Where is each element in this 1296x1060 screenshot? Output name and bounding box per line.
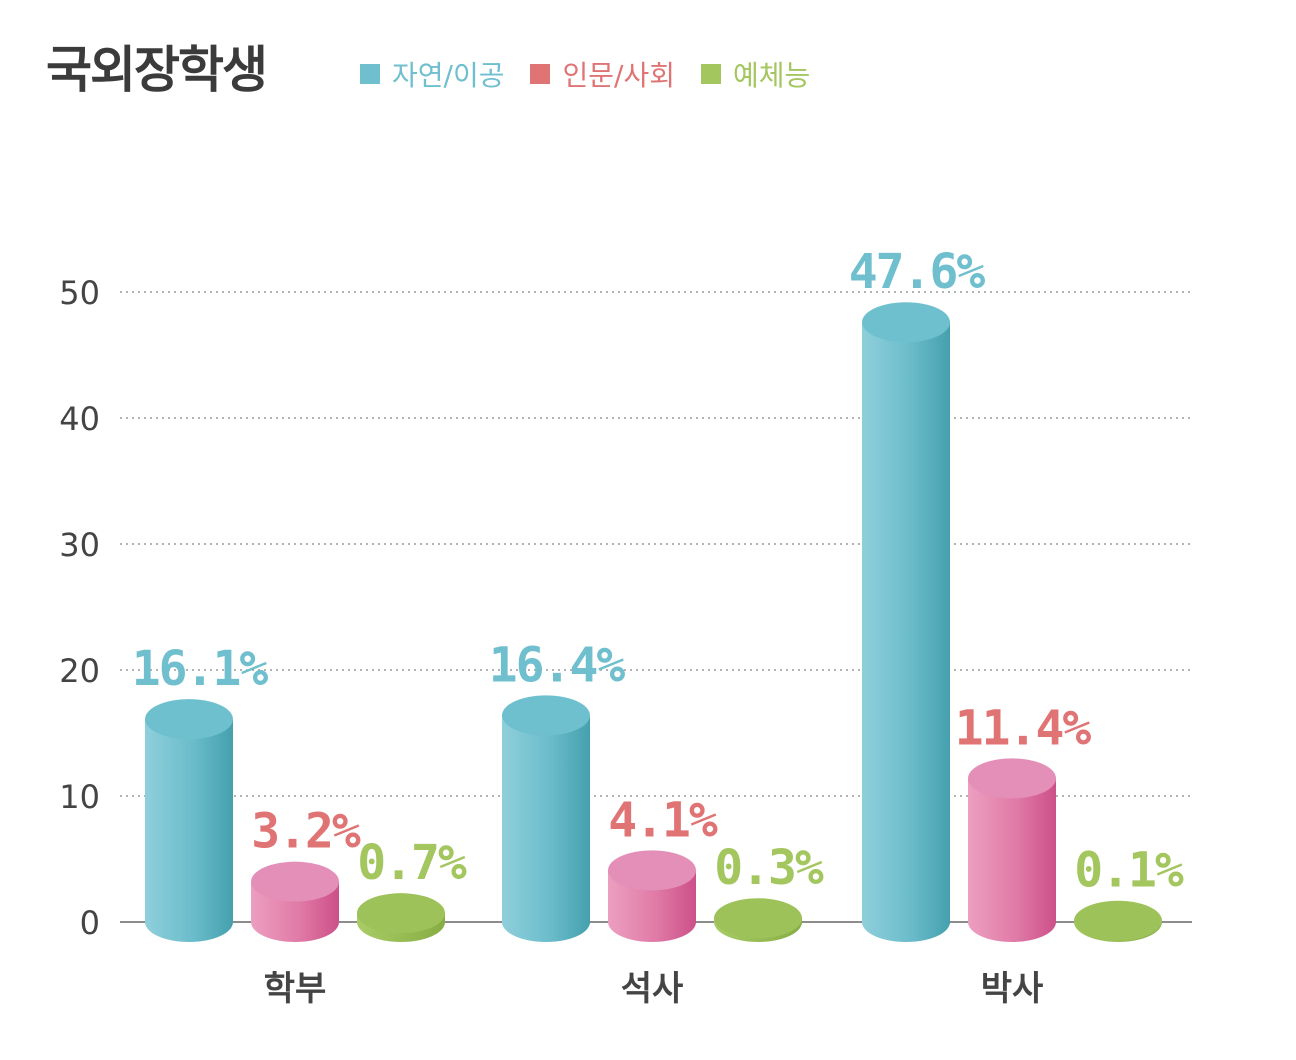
bar-top (357, 893, 445, 934)
data-label-arts-2: 0.1% (1074, 843, 1184, 899)
bar-top (145, 699, 233, 740)
x-tick-label: 박사 (981, 969, 1044, 1009)
data-label-humanities-2: 11.4% (955, 700, 1092, 756)
data-label-humanities-1: 4.1% (608, 792, 718, 848)
bar-humanities-0 (251, 861, 339, 942)
data-label-science-1: 16.4% (489, 637, 626, 693)
data-label-science-2: 47.6% (849, 244, 986, 300)
bar-top (1074, 900, 1162, 941)
bar-body (502, 715, 590, 942)
legend-item-humanities: 인문/사회 (530, 54, 675, 94)
data-label-arts-1: 0.3% (714, 840, 824, 896)
legend-label-arts: 예체능 (732, 59, 811, 92)
bar-arts-1 (714, 898, 802, 942)
bar-top (608, 850, 696, 891)
bar-science-1 (502, 695, 590, 942)
bar-arts-0 (357, 893, 445, 942)
bar-humanities-1 (608, 850, 696, 942)
legend-swatch-science (360, 64, 380, 84)
bar-top (968, 758, 1056, 799)
bar-top (251, 861, 339, 902)
legend-item-arts: 예체능 (700, 54, 811, 94)
legend-swatch-arts (700, 64, 721, 84)
data-label-science-0: 16.1% (132, 641, 269, 697)
chart-title: 국외장학생 (46, 41, 268, 99)
legend-label-humanities: 인문/사회 (562, 59, 675, 92)
bars-layer (145, 302, 1162, 942)
legend-item-science: 자연/이공 (360, 54, 504, 94)
x-tick-label: 학부 (264, 969, 327, 1009)
y-tick-label: 40 (59, 400, 100, 438)
legend-label-science: 자연/이공 (392, 59, 505, 92)
bar-top (714, 898, 802, 939)
y-axis-ticks: 0 10 20 30 40 50 (59, 274, 100, 942)
y-tick-label: 0 (80, 904, 100, 942)
bar-body (608, 870, 696, 942)
bar-body (968, 778, 1056, 942)
data-label-arts-0: 0.7% (357, 835, 467, 891)
y-tick-label: 10 (59, 778, 100, 816)
data-label-humanities-0: 3.2% (251, 804, 361, 860)
bar-body (862, 322, 950, 942)
bar-top (502, 695, 590, 736)
bar-humanities-2 (968, 758, 1056, 942)
bar-science-0 (145, 699, 233, 942)
bar-science-2 (862, 302, 950, 942)
x-axis-ticks: 학부 석사 박사 (264, 969, 1044, 1009)
x-tick-label: 석사 (621, 969, 684, 1009)
y-tick-label: 50 (59, 274, 100, 312)
data-labels-layer: 16.1% 3.2%0.7% 16.4% 4.1%0.3% 47.6% 11.4% 0.1% (132, 244, 1186, 899)
legend-swatch-humanities (530, 64, 551, 84)
bar-body (145, 719, 233, 942)
bar-top (862, 302, 950, 343)
bar-arts-2 (1074, 900, 1162, 942)
legend: 자연/이공 인문/사회 예체능 (360, 54, 836, 94)
y-tick-label: 20 (59, 652, 100, 690)
y-tick-label: 30 (59, 526, 100, 564)
